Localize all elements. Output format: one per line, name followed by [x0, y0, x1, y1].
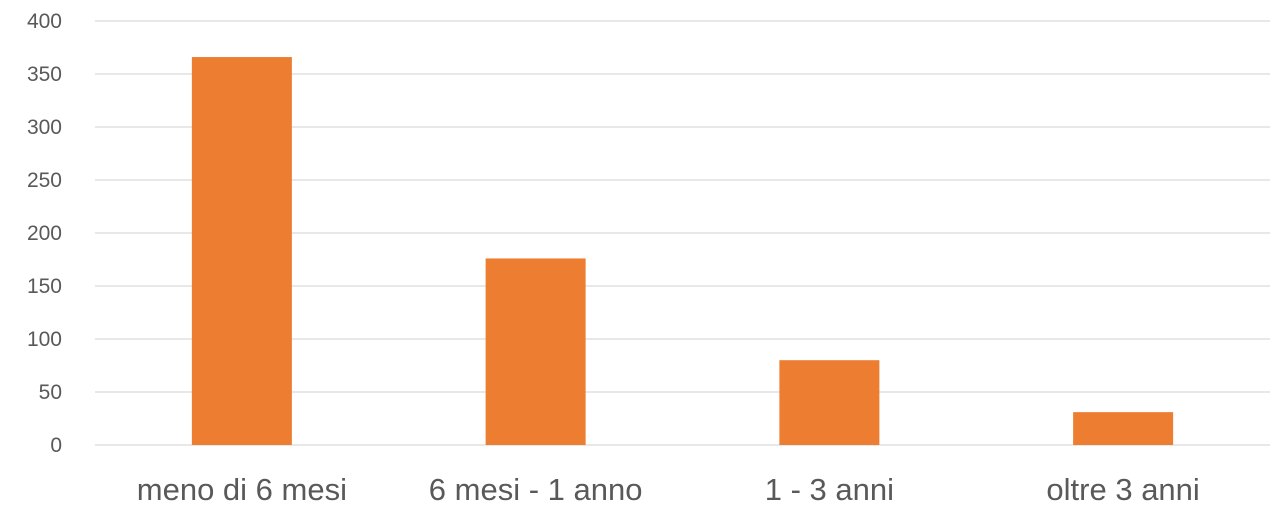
- x-category-label: 1 - 3 anni: [765, 472, 894, 507]
- y-tick-label: 100: [27, 328, 62, 351]
- y-tick-label: 0: [50, 434, 62, 457]
- x-category-label: meno di 6 mesi: [137, 472, 347, 507]
- bar: [485, 258, 586, 445]
- y-tick-label: 400: [27, 10, 62, 33]
- y-tick-label: 150: [27, 275, 62, 298]
- bars: [191, 57, 1174, 445]
- x-category-label: oltre 3 anni: [1046, 472, 1199, 507]
- bar: [191, 57, 292, 445]
- y-tick-label: 350: [27, 63, 62, 86]
- y-tick-label: 50: [39, 381, 62, 404]
- bar: [1073, 412, 1174, 445]
- x-axis-category-labels: meno di 6 mesi 6 mesi - 1 anno 1 - 3 anni o…: [137, 472, 1200, 507]
- y-tick-label: 200: [27, 222, 62, 245]
- bar: [779, 360, 880, 445]
- y-tick-label: 250: [27, 169, 62, 192]
- y-tick-label: 300: [27, 116, 62, 139]
- x-category-label: 6 mesi - 1 anno: [429, 472, 643, 507]
- y-axis-tick-labels: 0 50 100 150 200 250 300 350 400: [27, 10, 62, 457]
